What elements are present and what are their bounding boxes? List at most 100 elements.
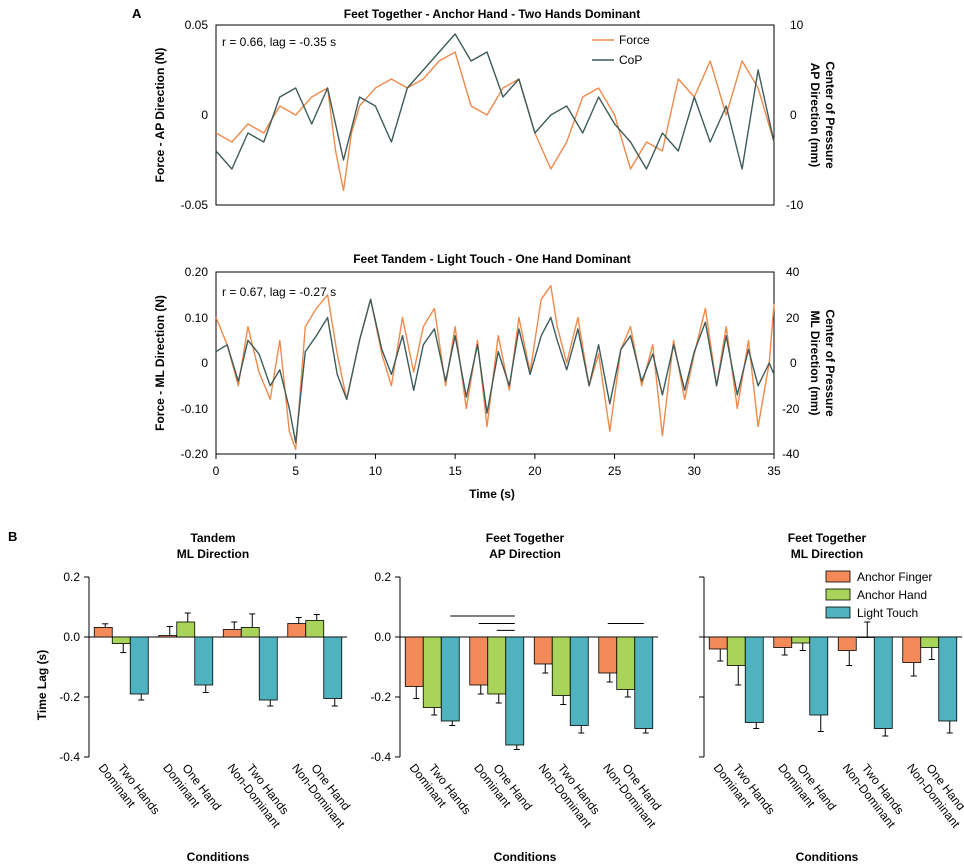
bar-anchor-hand bbox=[616, 636, 636, 690]
bar-light-touch bbox=[440, 636, 460, 722]
bar-anchor-finger bbox=[404, 636, 424, 687]
y-tick-label: 0.2 bbox=[63, 570, 80, 584]
legend-label-anchor-finger: Anchor Finger bbox=[857, 570, 932, 584]
bar-anchor-hand bbox=[111, 636, 131, 644]
plot-frame bbox=[215, 271, 775, 455]
legend-label-force: Force bbox=[619, 33, 650, 47]
y-axis-label-right-line1: Center of Pressure bbox=[823, 309, 837, 417]
x-tick-label: 15 bbox=[448, 464, 462, 478]
y-tick-label: 0.0 bbox=[63, 630, 80, 644]
bar-anchor-hand bbox=[240, 627, 260, 638]
category-label: One HandNon-Dominant bbox=[289, 752, 360, 831]
x-tick-label: 10 bbox=[369, 464, 383, 478]
legend-swatch-light-touch bbox=[825, 606, 851, 619]
x-axis-label: Conditions bbox=[187, 850, 250, 864]
x-tick-label: 35 bbox=[767, 464, 781, 478]
tick-label: 0.10 bbox=[185, 311, 209, 325]
right-axis-ticks: 40 20 0 -20 -40 bbox=[782, 265, 800, 461]
tick-label: 10 bbox=[790, 18, 804, 32]
bar-anchor-finger bbox=[533, 636, 553, 665]
category-label: Two HandsNon-Dominant bbox=[840, 752, 911, 831]
series-line-cop bbox=[215, 298, 775, 444]
panel-label-a: A bbox=[132, 6, 142, 21]
x-tick-label: 5 bbox=[292, 464, 299, 478]
bar-anchor-hand bbox=[176, 621, 196, 638]
bar-anchor-hand bbox=[920, 636, 940, 648]
bar-chart-together-ml: Feet Together ML Direction Conditions An… bbox=[699, 531, 964, 864]
bar-light-touch bbox=[258, 636, 278, 701]
bar-chart-tandem-ml: Tandem ML Direction Time Lag (s) Conditi… bbox=[35, 531, 360, 864]
bar-anchor-finger bbox=[837, 636, 857, 651]
right-axis-ticks: 10 0 -10 bbox=[786, 18, 804, 212]
bar-light-touch bbox=[569, 636, 589, 726]
bar-anchor-hand bbox=[791, 636, 811, 644]
bar-anchor-hand bbox=[305, 620, 325, 638]
category-label: One HandDominant bbox=[775, 752, 839, 822]
y-tick-label: 0.0 bbox=[374, 630, 391, 644]
left-axis-ticks: 0.20 0.10 0 -0.10 -0.20 bbox=[181, 265, 209, 461]
tick-label: 0 bbox=[201, 108, 208, 122]
legend-swatch-anchor-hand bbox=[825, 588, 851, 601]
category-label: Two HandsDominant bbox=[96, 752, 163, 827]
bar-light-touch bbox=[744, 636, 764, 723]
x-tick-label: 25 bbox=[608, 464, 622, 478]
bar-anchor-finger bbox=[773, 636, 793, 648]
bar-light-touch bbox=[505, 636, 525, 746]
tick-label: -0.05 bbox=[181, 198, 209, 212]
bar-light-touch bbox=[809, 636, 829, 716]
category-label: Two HandsNon-Dominant bbox=[225, 752, 296, 831]
y-tick-label: -0.4 bbox=[370, 750, 391, 764]
plot-frame bbox=[215, 24, 775, 206]
bar-chart-title-line2: AP Direction bbox=[489, 547, 561, 561]
y-tick-label: -0.2 bbox=[59, 690, 80, 704]
tick-label: 20 bbox=[786, 311, 800, 325]
bar-anchor-hand bbox=[855, 636, 875, 638]
y-axis-label-left: Force - AP Direction (N) bbox=[153, 48, 167, 183]
y-axis-label-right-line2: ML Direction (mm) bbox=[808, 310, 822, 415]
correlation-annotation: r = 0.66, lag = -0.35 s bbox=[222, 35, 336, 49]
x-axis-ticks: 0 5 10 15 20 25 30 35 bbox=[213, 454, 781, 478]
bar-chart-title-line1: Feet Together bbox=[788, 531, 867, 545]
legend: Anchor Finger Anchor Hand Light Touch bbox=[825, 570, 932, 620]
tick-label: -0.20 bbox=[181, 447, 209, 461]
line-chart-title: Feet Together - Anchor Hand - Two Hands … bbox=[344, 7, 640, 21]
category-label: One HandNon-Dominant bbox=[904, 752, 964, 831]
tick-label: -40 bbox=[782, 447, 800, 461]
bar-chart-title-line2: ML Direction bbox=[177, 547, 249, 561]
bar-light-touch bbox=[634, 636, 654, 729]
bar-anchor-finger bbox=[158, 635, 178, 638]
legend-label-anchor-hand: Anchor Hand bbox=[857, 588, 927, 602]
x-tick-label: 30 bbox=[688, 464, 702, 478]
line-chart-ml: Feet Tandem - Light Touch - One Hand Dom… bbox=[153, 252, 837, 501]
category-label: Two HandsNon-Dominant bbox=[536, 752, 607, 831]
series-line-force bbox=[215, 284, 775, 451]
line-chart-ap: Feet Together - Anchor Hand - Two Hands … bbox=[153, 7, 837, 212]
y-axis-label-right-line2: AP Direction (mm) bbox=[808, 63, 822, 167]
line-chart-title: Feet Tandem - Light Touch - One Hand Dom… bbox=[353, 252, 631, 266]
y-tick-label: -0.4 bbox=[59, 750, 80, 764]
bar-chart-title-line2: ML Direction bbox=[791, 547, 863, 561]
category-label: Two HandsDominant bbox=[407, 752, 474, 827]
legend-swatch-anchor-finger bbox=[825, 570, 851, 583]
bar-anchor-finger bbox=[469, 636, 489, 686]
x-axis-label: Time (s) bbox=[469, 487, 515, 501]
category-label: One HandDominant bbox=[160, 752, 224, 822]
category-label: Two HandsDominant bbox=[711, 752, 778, 827]
bar-anchor-finger bbox=[222, 629, 242, 638]
legend: Force CoP bbox=[592, 33, 650, 67]
tick-label: 40 bbox=[786, 265, 800, 279]
bar-anchor-finger bbox=[598, 636, 618, 674]
bar-chart-title-line1: Tandem bbox=[190, 531, 235, 545]
bar-anchor-hand bbox=[422, 636, 442, 708]
legend-label-light-touch: Light Touch bbox=[857, 606, 918, 620]
bar-anchor-finger bbox=[287, 623, 307, 638]
correlation-annotation: r = 0.67, lag = -0.27 s bbox=[222, 285, 336, 299]
tick-label: 0 bbox=[201, 356, 208, 370]
y-axis-label-right-line1: Center of Pressure bbox=[823, 61, 837, 169]
bar-light-touch bbox=[194, 636, 214, 686]
tick-label: 0 bbox=[790, 108, 797, 122]
category-label: One HandNon-Dominant bbox=[600, 752, 671, 831]
tick-label: 0 bbox=[790, 356, 797, 370]
tick-label: 0.05 bbox=[185, 18, 209, 32]
